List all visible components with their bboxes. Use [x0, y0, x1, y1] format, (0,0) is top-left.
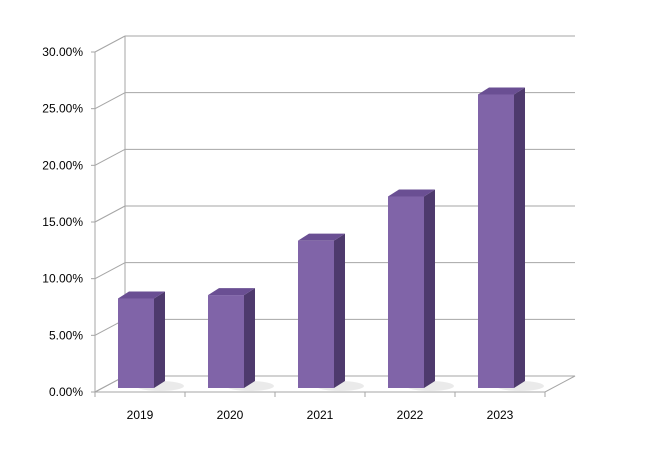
gridline-depth: [95, 263, 125, 279]
x-tick-label: 2023: [487, 408, 514, 422]
bar-side: [514, 87, 525, 388]
bar: [388, 196, 424, 388]
bar-side: [334, 234, 345, 388]
bar: [118, 298, 154, 388]
gridline-depth: [95, 206, 125, 222]
x-tick-label: 2019: [127, 408, 154, 422]
label-layer: 0.00% 5.00% 10.00% 15.00% 20.00% 25.00% 30.00%…: [42, 45, 513, 422]
x-tick-label: 2021: [307, 408, 334, 422]
y-tick-label: 10.00%: [42, 272, 83, 286]
y-tick-label: 30.00%: [42, 45, 83, 59]
bar-side: [244, 288, 255, 388]
bar: [298, 241, 334, 388]
gridline-depth: [95, 93, 125, 109]
bar-layer: [118, 87, 544, 391]
y-tick-label: 20.00%: [42, 158, 83, 172]
y-tick-label: 5.00%: [49, 328, 83, 342]
bar: [208, 295, 244, 388]
y-tick-label: 25.00%: [42, 102, 83, 116]
y-tick-label: 0.00%: [49, 385, 83, 399]
x-tick-label: 2020: [217, 408, 244, 422]
x-tick-label: 2022: [397, 408, 424, 422]
y-tick-label: 15.00%: [42, 215, 83, 229]
gridline-depth: [95, 36, 125, 52]
bar-side: [154, 291, 165, 388]
gridline-depth: [95, 149, 125, 165]
bar: [478, 94, 514, 388]
bar-side: [424, 189, 435, 388]
